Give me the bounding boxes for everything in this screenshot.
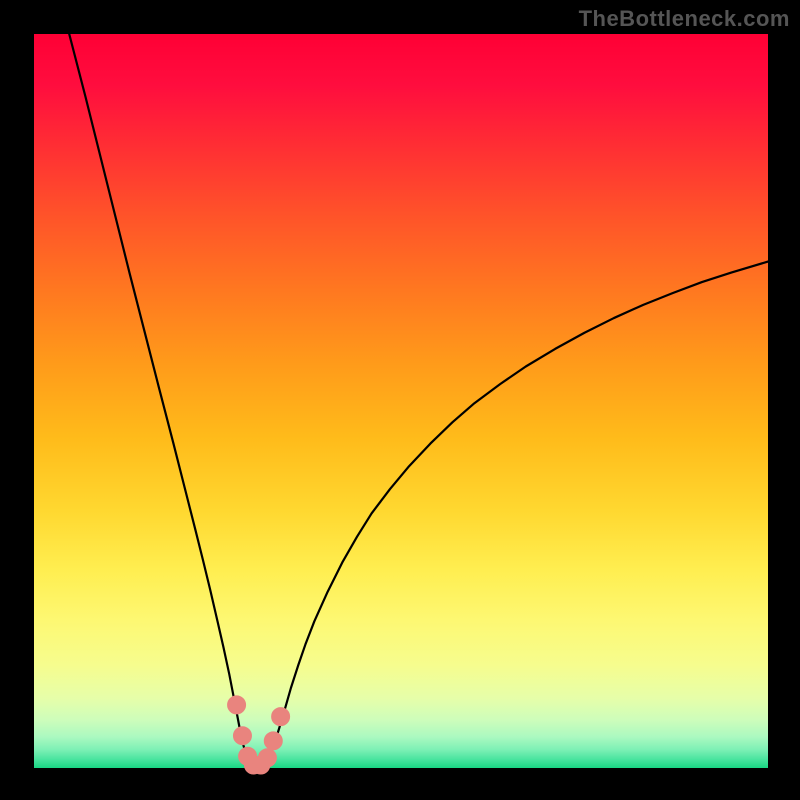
curve-marker [258, 749, 276, 767]
curve-marker [228, 696, 246, 714]
watermark-text: TheBottleneck.com [579, 6, 790, 32]
curve-marker [272, 708, 290, 726]
curve-svg [34, 34, 768, 768]
chart-container: TheBottleneck.com [0, 0, 800, 800]
curve-marker [233, 727, 251, 745]
marker-group [228, 696, 290, 774]
bottleneck-curve-line [69, 34, 768, 767]
curve-marker [264, 732, 282, 750]
